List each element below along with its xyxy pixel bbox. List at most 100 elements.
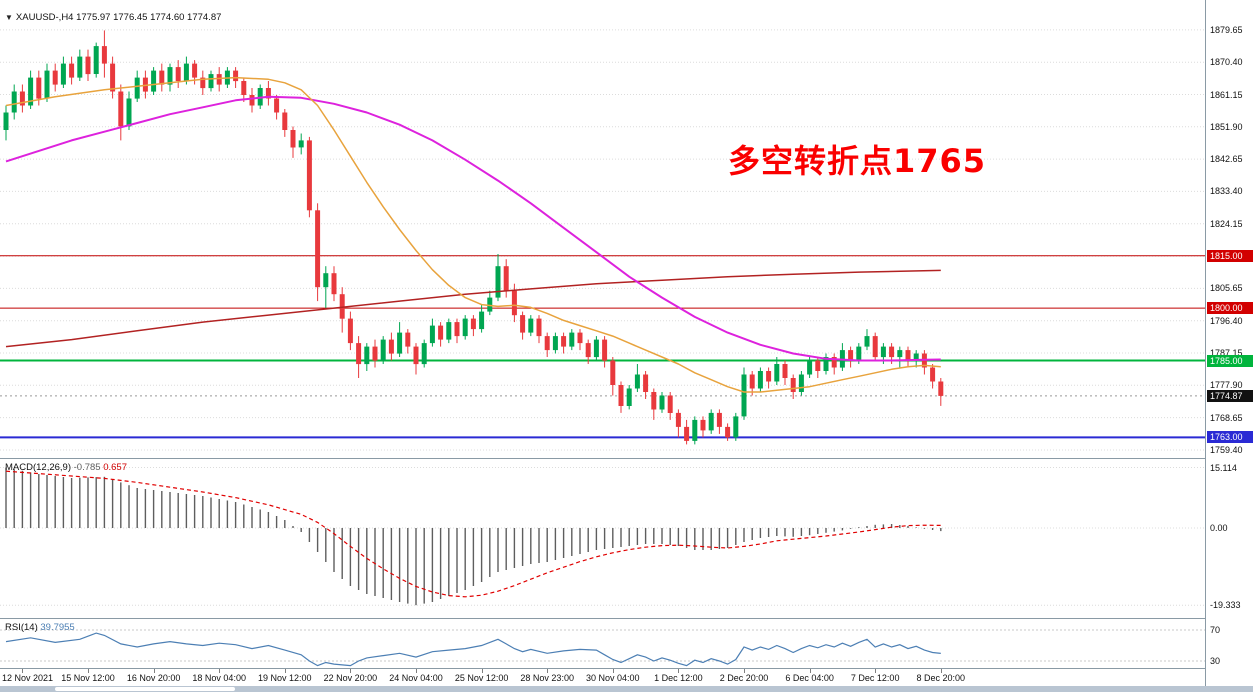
time-axis-tick xyxy=(875,669,877,673)
candle-body xyxy=(552,336,558,351)
chart-title-symbol: XAUUSD-,H4 xyxy=(15,12,74,23)
candle-body xyxy=(274,98,280,113)
candle-body xyxy=(544,336,550,351)
rsi-line xyxy=(5,632,941,667)
price-axis[interactable]: 1879.65 1870.40 1861.15 1851.90 1842.65 1833.… xyxy=(1205,0,1253,686)
candle-body xyxy=(913,353,919,361)
rsi-name: RSI(14) xyxy=(5,622,38,633)
candle-body xyxy=(593,339,599,358)
time-axis-label: 15 Nov 12:00 xyxy=(61,673,115,683)
candle-body xyxy=(766,371,772,382)
candle-body xyxy=(380,339,386,361)
rsi-canvas[interactable] xyxy=(0,619,1205,668)
candle-body xyxy=(85,56,91,75)
candle-body xyxy=(192,63,198,78)
ma-long-darkred xyxy=(5,269,941,348)
pane-separator[interactable] xyxy=(0,668,1253,669)
candle-body xyxy=(413,346,419,365)
candle-body xyxy=(897,350,903,358)
candle-body xyxy=(889,346,895,358)
candle-body xyxy=(151,70,157,92)
price-chart-canvas[interactable] xyxy=(0,0,1205,458)
time-axis-tick xyxy=(88,669,89,673)
symbol-selector-icon[interactable]: ▼ xyxy=(5,13,13,22)
time-axis-tick xyxy=(940,669,942,673)
candle-body xyxy=(159,70,165,85)
chart-title-ohlc: 1775.97 1776.45 1774.60 1774.87 xyxy=(76,12,222,23)
rsi-indicator-pane[interactable] xyxy=(0,619,1205,668)
candle-body xyxy=(643,374,649,392)
chart-ohlc-readout: ▼ XAUUSD-,H4 1775.97 1776.45 1774.60 1774… xyxy=(5,12,221,23)
candle-body xyxy=(651,392,657,410)
candle-body xyxy=(569,332,575,347)
price-axis-label: 1833.40 xyxy=(1210,186,1243,197)
macd-axis-label: -19.333 xyxy=(1210,600,1241,611)
candle-body xyxy=(610,360,616,385)
macd-indicator-pane[interactable] xyxy=(0,459,1205,618)
price-axis-label: 1777.90 xyxy=(1210,380,1243,391)
candle-body xyxy=(872,336,878,358)
candle-body xyxy=(134,77,140,99)
candle-body xyxy=(880,346,886,358)
candle-body xyxy=(347,318,353,344)
candle-body xyxy=(388,339,394,354)
candle-body xyxy=(356,343,362,365)
candle-body xyxy=(725,426,731,438)
candle-body xyxy=(807,360,813,375)
macd-name: MACD(12,26,9) xyxy=(5,462,71,473)
macd-signal-value: 0.657 xyxy=(103,462,127,473)
candle-body xyxy=(298,140,304,148)
pane-separator[interactable] xyxy=(0,618,1253,619)
candle-body xyxy=(528,318,534,333)
candle-body xyxy=(659,395,665,410)
time-axis-label: 8 Dec 20:00 xyxy=(916,673,966,683)
candle-body xyxy=(183,63,189,82)
price-tag-1763.00: 1763.00 xyxy=(1207,431,1253,444)
time-axis-tick xyxy=(153,669,155,673)
candle-body xyxy=(634,374,640,389)
time-axis[interactable]: 12 Nov 2021 15 Nov 12:00 16 Nov 20:00 18 No… xyxy=(0,669,1205,686)
candle-body xyxy=(790,378,796,392)
time-axis-label: 25 Nov 12:00 xyxy=(454,673,509,683)
candle-body xyxy=(487,297,493,312)
candle-body xyxy=(331,273,337,295)
candle-body xyxy=(667,395,673,413)
pane-separator[interactable] xyxy=(0,458,1253,459)
candle-body xyxy=(823,357,829,371)
candle-body xyxy=(397,332,403,354)
time-axis-tick xyxy=(744,669,745,673)
price-axis-label: 1787.15 xyxy=(1210,348,1243,358)
price-axis-label: 1759.40 xyxy=(1210,445,1243,455)
candle-body xyxy=(511,290,517,316)
candle-body xyxy=(110,63,116,92)
time-axis-tick xyxy=(219,669,221,673)
macd-indicator-label: MACD(12,26,9) -0.785 0.657 xyxy=(5,462,127,473)
horizontal-scrollbar-thumb[interactable] xyxy=(55,687,235,691)
candle-body xyxy=(101,46,107,64)
macd-canvas[interactable] xyxy=(0,459,1205,618)
rsi-value: 39.7955 xyxy=(40,622,75,633)
candle-body xyxy=(208,74,214,89)
horizontal-scrollbar-track[interactable] xyxy=(0,686,1253,692)
time-axis-tick xyxy=(350,669,352,673)
candle-body xyxy=(798,374,804,392)
candle-body xyxy=(757,371,763,389)
price-axis-label: 1796.40 xyxy=(1210,315,1243,326)
time-axis-label: 12 Nov 2021 xyxy=(2,673,54,683)
price-tag-1785.00: 1785.00 xyxy=(1207,354,1253,367)
candle-body xyxy=(306,140,312,211)
candle-body xyxy=(60,63,66,85)
chart-annotation-text[interactable]: 多空转折点1765 xyxy=(728,142,987,180)
candle-body xyxy=(77,56,83,78)
candle-body xyxy=(200,77,206,89)
time-axis-label: 28 Nov 23:00 xyxy=(520,673,574,683)
price-axis-label: 1879.65 xyxy=(1210,24,1243,35)
candle-body xyxy=(848,350,854,361)
candle-body xyxy=(446,322,452,340)
candle-body xyxy=(503,266,509,291)
candle-body xyxy=(470,318,476,330)
price-chart-pane[interactable]: ▼ XAUUSD-,H4 1775.97 1776.45 1774.60 1774… xyxy=(0,0,1205,458)
candle-body xyxy=(708,412,714,431)
candle-body xyxy=(700,419,706,431)
